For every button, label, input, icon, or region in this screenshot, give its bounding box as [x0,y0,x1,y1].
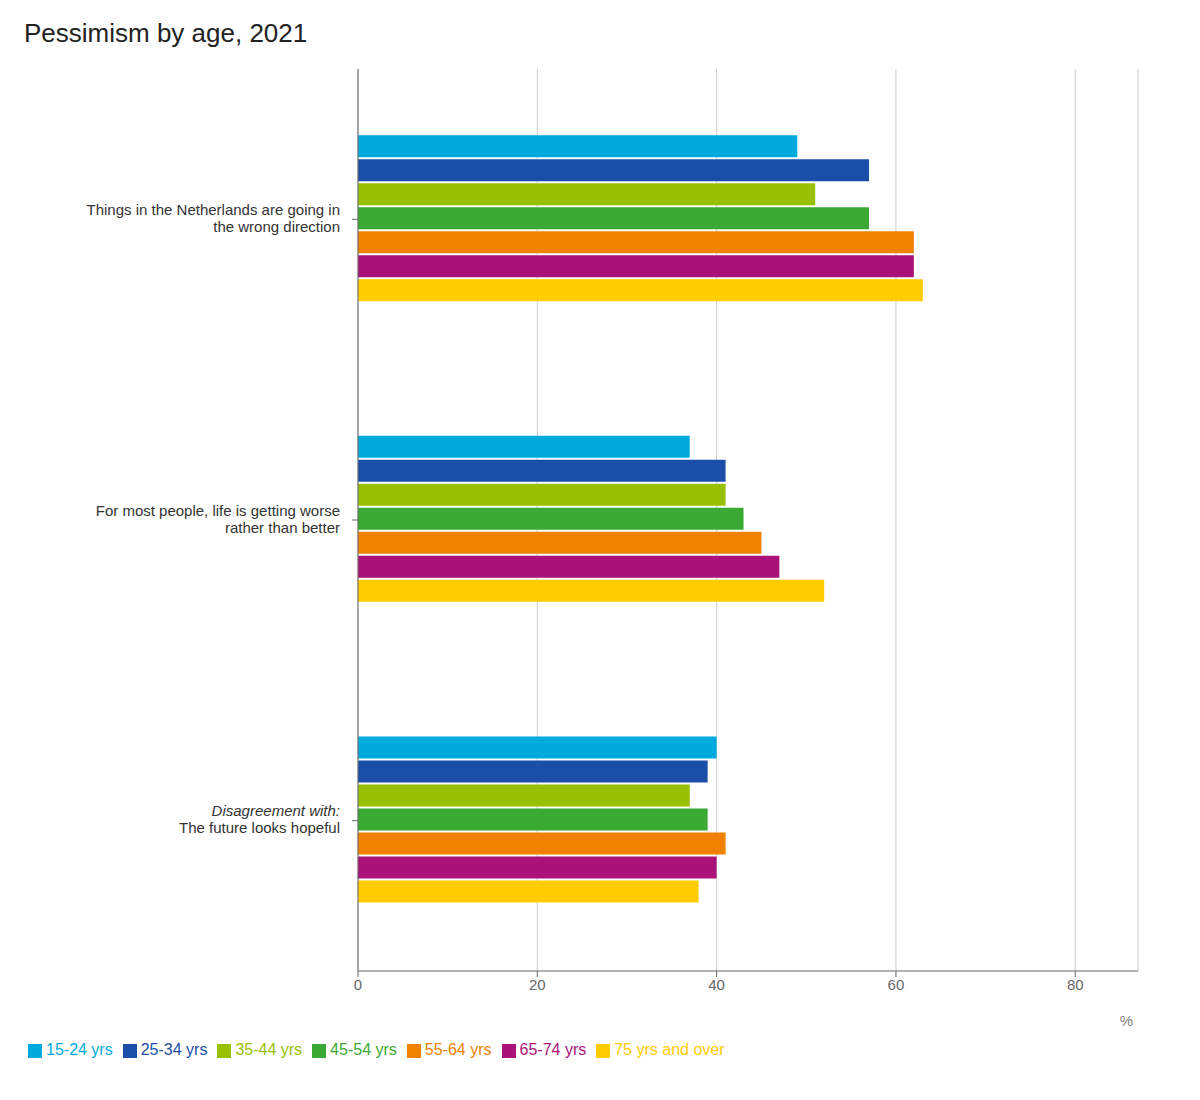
svg-text:For most people, life is getti: For most people, life is getting worsera… [96,501,340,535]
html-text:15-24 yrs: 15-24 yrs [46,1041,113,1058]
html-text:45-54 yrs: 45-54 yrs [330,1041,397,1058]
html-text:Pessimism by age, 2021: Pessimism by age, 2021 [24,18,308,48]
svg-text:60: 60 [888,976,905,993]
html-text:25-34 yrs: 25-34 yrs [140,1041,208,1058]
html-text:55-64 yrs: 55-64 yrs [424,1041,492,1058]
html-text:75 yrs and over: 75 yrs and over [614,1041,725,1058]
html-text:65-74 yrs: 65-74 yrs [519,1041,587,1058]
svg-text:0: 0 [354,976,362,993]
svg-text:Disagreement with:The future l: Disagreement with:The future looks hopef… [179,802,340,836]
svg-text:80: 80 [1067,976,1084,993]
svg-text:%: % [1120,1012,1133,1029]
svg-text:40: 40 [708,976,725,993]
svg-text:20: 20 [529,976,546,993]
html-text:35-44 yrs: 35-44 yrs [235,1041,303,1058]
svg-text:Things in the Netherlands are: Things in the Netherlands are going inth… [87,201,341,235]
